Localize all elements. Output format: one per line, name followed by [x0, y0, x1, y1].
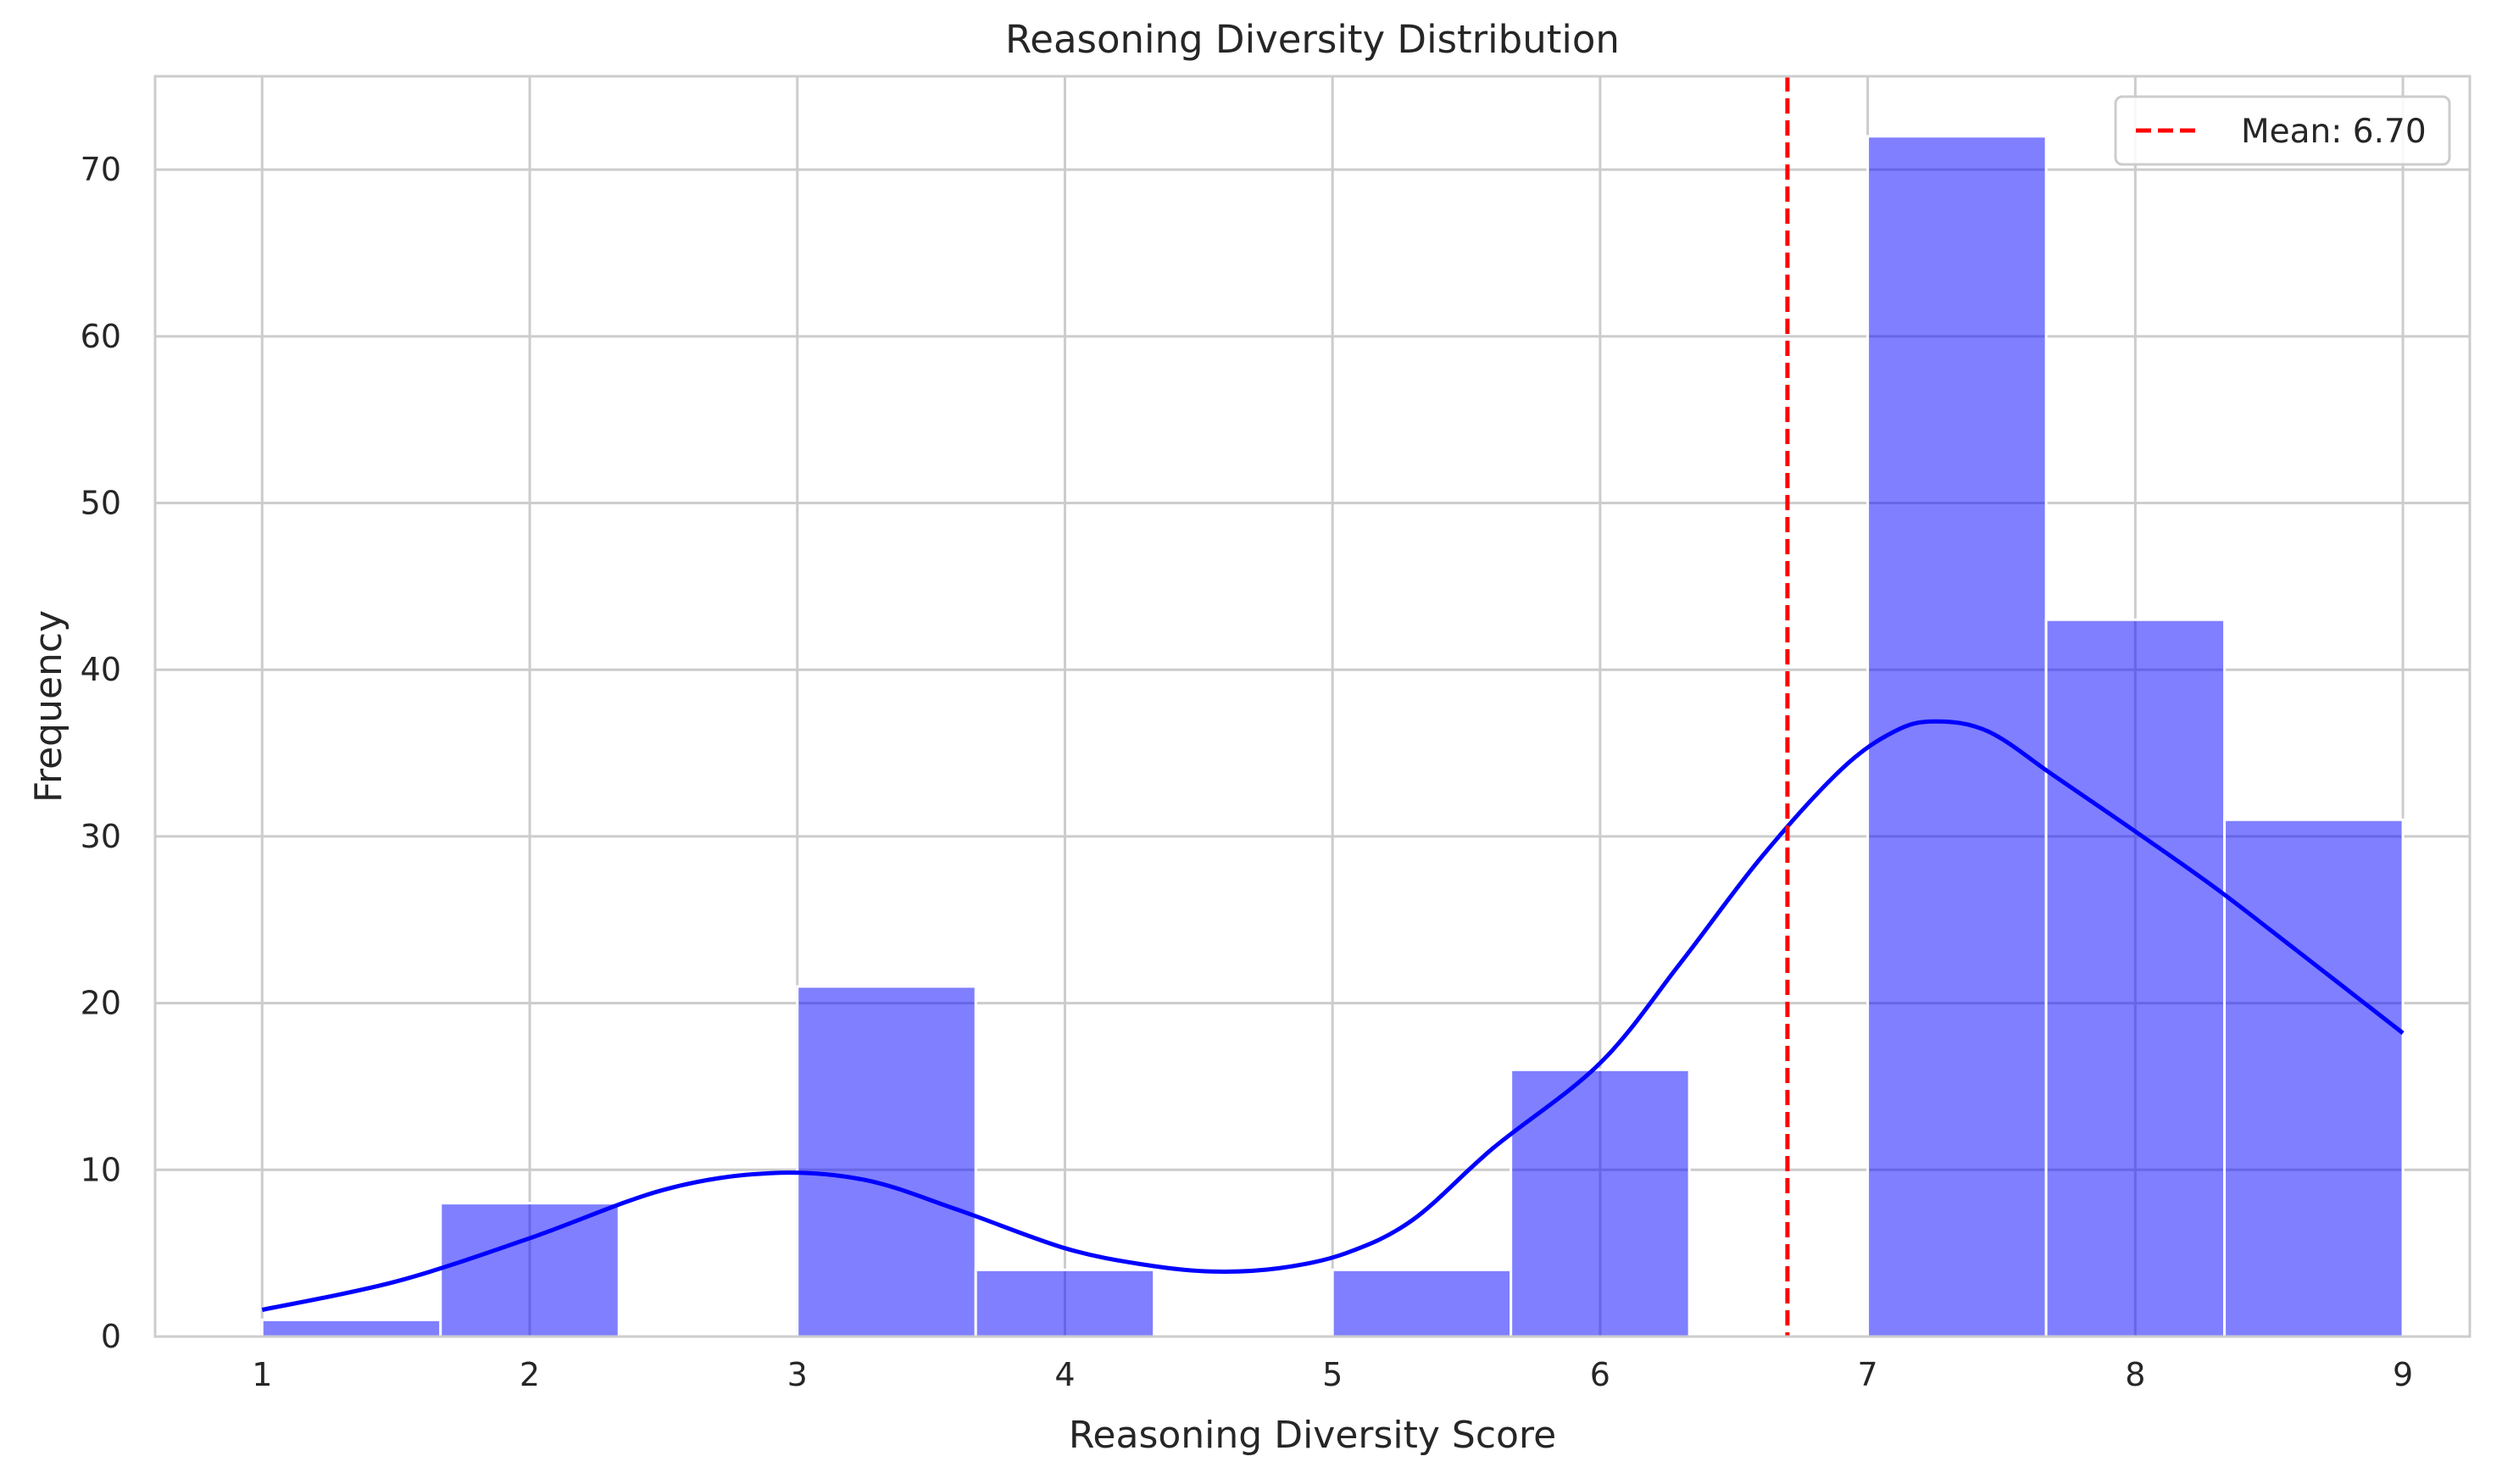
- histogram-bar-12: [2223, 818, 2405, 1338]
- x-tick-label-4: 4: [1054, 1356, 1075, 1393]
- y-axis-label: Frequency: [27, 610, 70, 803]
- y-tick-label-70: 70: [81, 151, 121, 188]
- y-tick-label-40: 40: [81, 651, 121, 688]
- x-tick-label-5: 5: [1322, 1356, 1343, 1393]
- y-axis-ticks: 0 10 20 30 40 50 60 70: [81, 151, 121, 1355]
- plot-frame: [153, 75, 2471, 1338]
- x-tick-label-8: 8: [2125, 1356, 2145, 1393]
- y-tick-label-10: 10: [81, 1151, 121, 1188]
- y-tick-label-50: 50: [81, 485, 121, 522]
- histogram-bar-10: [1866, 135, 2048, 1338]
- kde-curve: [261, 719, 2405, 1312]
- legend: Mean: 6.70: [2114, 95, 2451, 166]
- x-axis-label: Reasoning Diversity Score: [1069, 1414, 1556, 1457]
- histogram-bars: [260, 135, 2405, 1338]
- legend-box: [2114, 95, 2451, 166]
- chart-title: Reasoning Diversity Distribution: [1005, 17, 1620, 62]
- x-tick-label-2: 2: [520, 1356, 540, 1393]
- x-tick-label-1: 1: [252, 1356, 272, 1393]
- histogram-bar-5: [974, 1268, 1156, 1338]
- histogram-bar-11: [2044, 618, 2227, 1338]
- x-tick-label-7: 7: [1858, 1356, 1878, 1393]
- histogram-bar-8: [1510, 1068, 1691, 1338]
- legend-mean-label: Mean: 6.70: [2241, 113, 2427, 151]
- x-tick-label-6: 6: [1590, 1356, 1610, 1393]
- y-tick-label-0: 0: [101, 1318, 121, 1355]
- histogram-bar-2: [439, 1202, 620, 1338]
- y-tick-label-60: 60: [81, 318, 121, 355]
- histogram-bar-4: [796, 985, 977, 1338]
- y-tick-label-30: 30: [81, 818, 121, 855]
- y-tick-label-20: 20: [81, 985, 121, 1022]
- x-tick-label-9: 9: [2393, 1356, 2413, 1393]
- x-axis-ticks: 1 2 3 4 5 6 7 8 9: [252, 1356, 2413, 1393]
- histogram-bar-1: [260, 1318, 442, 1338]
- x-tick-label-3: 3: [787, 1356, 808, 1393]
- kde-layer: [261, 719, 2405, 1312]
- histogram-bar-7: [1331, 1268, 1513, 1338]
